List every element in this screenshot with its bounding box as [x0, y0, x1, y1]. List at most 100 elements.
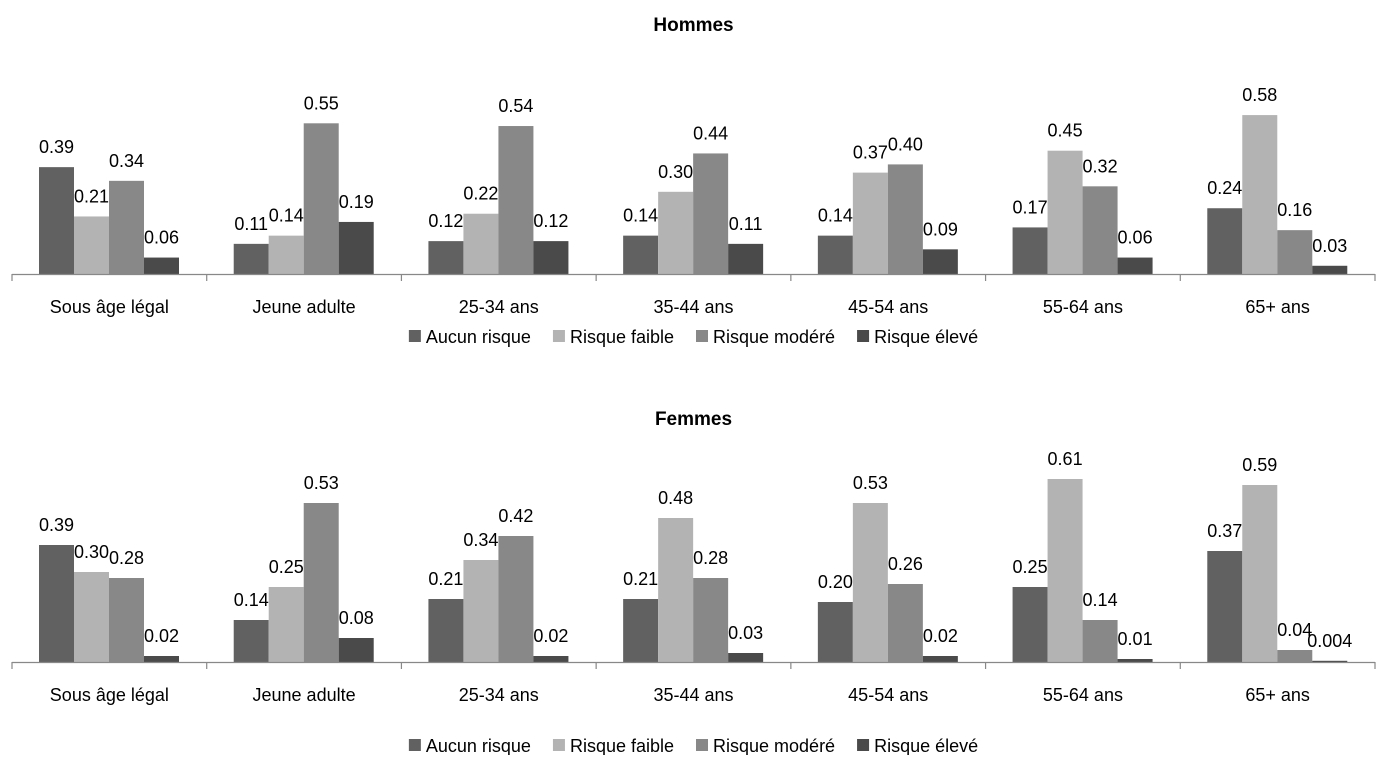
data-label: 0.02 — [923, 626, 958, 646]
category-label: 55-64 ans — [1043, 297, 1123, 317]
bar — [1117, 659, 1153, 662]
bar — [1312, 660, 1348, 662]
bar — [1242, 115, 1278, 274]
bar — [1277, 650, 1313, 662]
bar — [1047, 479, 1083, 662]
bar — [1047, 150, 1083, 274]
bar — [817, 235, 853, 274]
chart-title: Hommes — [653, 15, 733, 36]
data-label: 0.19 — [339, 192, 374, 212]
bar — [233, 243, 269, 274]
bar — [463, 560, 499, 662]
legend-swatch — [857, 739, 870, 751]
data-label: 0.12 — [533, 211, 568, 231]
bar — [1207, 208, 1243, 274]
bar — [1012, 227, 1048, 274]
data-label: 0.06 — [144, 228, 179, 248]
legend-swatch — [552, 330, 565, 342]
bar — [109, 578, 144, 662]
bar — [144, 257, 179, 274]
data-label: 0.48 — [658, 488, 693, 508]
data-label: 0.03 — [1312, 236, 1347, 256]
bar — [817, 602, 853, 662]
category-label: 55-64 ans — [1043, 685, 1123, 705]
data-label: 0.44 — [693, 123, 728, 143]
bar — [144, 656, 179, 662]
bar — [922, 656, 958, 662]
category-label: 65+ ans — [1245, 685, 1310, 705]
category-label: Sous âge légal — [50, 297, 169, 317]
category-label: 65+ ans — [1245, 297, 1310, 317]
bar — [428, 241, 464, 274]
legend-label: Risque élevé — [874, 736, 978, 755]
legend-label: Risque faible — [570, 327, 674, 347]
category-label: 35-44 ans — [653, 297, 733, 317]
data-label: 0.54 — [498, 96, 533, 116]
bar — [428, 599, 464, 662]
data-label: 0.26 — [888, 554, 923, 574]
data-label: 0.61 — [1048, 449, 1083, 469]
legend-label: Aucun risque — [426, 736, 531, 755]
bar — [303, 123, 339, 274]
data-label: 0.21 — [623, 569, 658, 589]
data-label: 0.34 — [463, 530, 498, 550]
bar — [658, 518, 694, 662]
data-label: 0.30 — [658, 162, 693, 182]
data-label: 0.42 — [498, 506, 533, 526]
bar — [1012, 587, 1048, 662]
bar — [338, 221, 374, 274]
legend-swatch — [857, 330, 870, 342]
bar — [1277, 230, 1313, 274]
bar — [852, 503, 888, 662]
bar — [922, 249, 958, 274]
data-label: 0.16 — [1277, 200, 1312, 220]
legend-label: Risque faible — [570, 736, 674, 755]
category-label: Sous âge légal — [50, 685, 169, 705]
data-label: 0.30 — [74, 542, 109, 562]
bar — [498, 536, 534, 662]
data-label: 0.53 — [304, 473, 339, 493]
bar — [74, 216, 109, 274]
bar — [303, 503, 339, 662]
category-label: 25-34 ans — [459, 685, 539, 705]
bar — [268, 235, 304, 274]
data-label: 0.02 — [144, 626, 179, 646]
data-label: 0.37 — [853, 143, 888, 163]
bar — [1207, 551, 1243, 662]
data-label: 0.14 — [623, 206, 658, 226]
chart-title: Femmes — [655, 409, 732, 430]
bar — [338, 638, 374, 662]
bar — [693, 153, 729, 274]
data-label: 0.20 — [818, 572, 853, 592]
category-label: 25-34 ans — [459, 297, 539, 317]
data-label: 0.14 — [1083, 590, 1118, 610]
bar — [1242, 485, 1278, 662]
bar — [1082, 620, 1118, 662]
data-label: 0.01 — [1118, 629, 1153, 649]
legend: Aucun risque Risque faible Risque modéré Ri… — [408, 736, 978, 756]
legend-swatch — [408, 739, 421, 751]
bar — [658, 191, 694, 274]
bar — [109, 180, 144, 274]
data-label: 0.14 — [234, 590, 269, 610]
bar — [1312, 265, 1348, 274]
legend: Aucun risque Risque faible Risque modéré Ri… — [408, 327, 978, 347]
bar — [533, 656, 569, 662]
bar — [1082, 186, 1118, 274]
data-label: 0.45 — [1048, 121, 1083, 141]
bar — [852, 172, 888, 274]
bar — [887, 164, 923, 274]
data-label: 0.39 — [39, 137, 74, 157]
data-label: 0.03 — [728, 623, 763, 643]
legend-swatch — [552, 739, 565, 751]
data-label: 0.25 — [269, 557, 304, 577]
bar — [498, 126, 534, 274]
data-label: 0.59 — [1242, 455, 1277, 475]
data-label: 0.34 — [109, 151, 144, 171]
bar — [623, 599, 659, 662]
bar — [39, 545, 74, 662]
legend-swatch — [696, 330, 709, 342]
